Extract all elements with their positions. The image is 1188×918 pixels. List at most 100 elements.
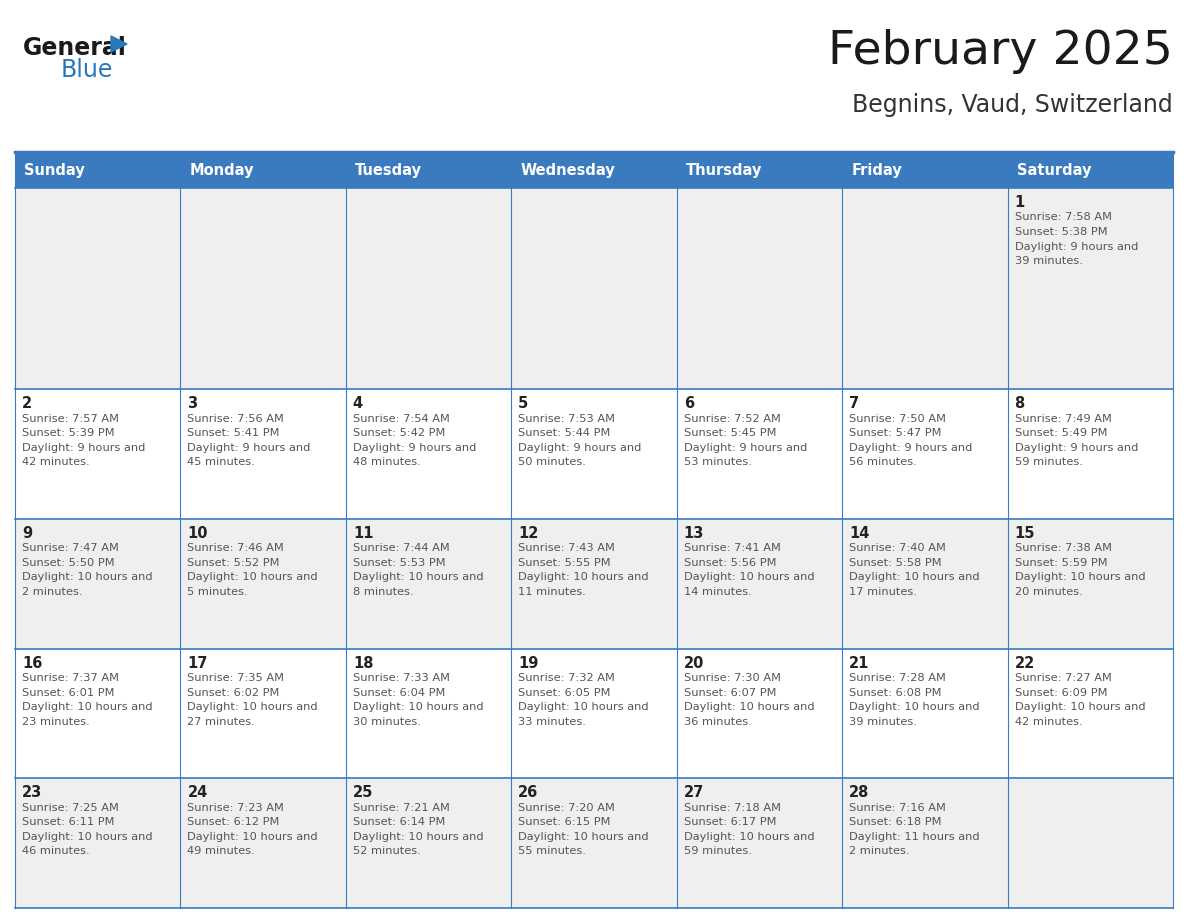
Text: Sunset: 6:05 PM: Sunset: 6:05 PM [518, 688, 611, 698]
Bar [181, 778, 346, 908]
Bar [15, 778, 181, 908]
Text: Daylight: 10 hours and: Daylight: 10 hours and [1015, 572, 1145, 582]
Text: Sunrise: 7:33 AM: Sunrise: 7:33 AM [353, 673, 450, 683]
Text: Daylight: 10 hours and: Daylight: 10 hours and [684, 702, 814, 712]
Text: Sunset: 6:01 PM: Sunset: 6:01 PM [23, 688, 114, 698]
Text: 49 minutes.: 49 minutes. [188, 846, 255, 856]
Text: Daylight: 10 hours and: Daylight: 10 hours and [353, 702, 484, 712]
Text: Thursday: Thursday [685, 162, 762, 177]
Text: 22: 22 [1015, 655, 1035, 670]
Text: Begnins, Vaud, Switzerland: Begnins, Vaud, Switzerland [852, 93, 1173, 117]
Text: 46 minutes.: 46 minutes. [23, 846, 89, 856]
Bar [181, 188, 346, 389]
Text: Sunrise: 7:47 AM: Sunrise: 7:47 AM [23, 543, 119, 554]
Bar [677, 778, 842, 908]
Text: 6: 6 [684, 396, 694, 411]
Text: 28: 28 [849, 785, 870, 800]
Text: Daylight: 10 hours and: Daylight: 10 hours and [518, 572, 649, 582]
Text: Saturday: Saturday [1017, 162, 1091, 177]
Text: 59 minutes.: 59 minutes. [684, 846, 752, 856]
Text: Sunset: 5:50 PM: Sunset: 5:50 PM [23, 558, 114, 568]
Text: Sunrise: 7:16 AM: Sunrise: 7:16 AM [849, 802, 946, 812]
Text: 14: 14 [849, 526, 870, 541]
Text: 42 minutes.: 42 minutes. [23, 457, 89, 467]
Text: 25: 25 [353, 785, 373, 800]
Text: 26: 26 [518, 785, 538, 800]
Text: Daylight: 10 hours and: Daylight: 10 hours and [849, 702, 980, 712]
Text: Sunset: 6:14 PM: Sunset: 6:14 PM [353, 817, 446, 827]
Bar [677, 389, 842, 519]
Text: 39 minutes.: 39 minutes. [1015, 256, 1082, 266]
Text: Sunrise: 7:58 AM: Sunrise: 7:58 AM [1015, 212, 1112, 222]
Text: 17 minutes.: 17 minutes. [849, 587, 917, 597]
Text: Daylight: 10 hours and: Daylight: 10 hours and [353, 572, 484, 582]
Text: 20: 20 [684, 655, 704, 670]
Text: Sunset: 5:42 PM: Sunset: 5:42 PM [353, 428, 446, 438]
Text: Sunrise: 7:56 AM: Sunrise: 7:56 AM [188, 414, 284, 423]
Text: Monday: Monday [189, 162, 254, 177]
Text: 10: 10 [188, 526, 208, 541]
Text: Daylight: 9 hours and: Daylight: 9 hours and [23, 442, 145, 453]
Text: Daylight: 9 hours and: Daylight: 9 hours and [684, 442, 807, 453]
Text: Sunset: 6:11 PM: Sunset: 6:11 PM [23, 817, 114, 827]
Text: Sunrise: 7:25 AM: Sunrise: 7:25 AM [23, 802, 119, 812]
Text: Daylight: 11 hours and: Daylight: 11 hours and [849, 832, 980, 842]
Bar [677, 519, 842, 648]
Text: Daylight: 10 hours and: Daylight: 10 hours and [23, 572, 152, 582]
Text: 59 minutes.: 59 minutes. [1015, 457, 1082, 467]
Text: 9: 9 [23, 526, 32, 541]
Text: Blue: Blue [61, 58, 113, 82]
Text: 4: 4 [353, 396, 364, 411]
Text: Sunrise: 7:21 AM: Sunrise: 7:21 AM [353, 802, 450, 812]
Text: February 2025: February 2025 [828, 29, 1173, 74]
Text: 21: 21 [849, 655, 870, 670]
Text: Sunrise: 7:43 AM: Sunrise: 7:43 AM [518, 543, 615, 554]
Text: Sunrise: 7:35 AM: Sunrise: 7:35 AM [188, 673, 284, 683]
Text: Wednesday: Wednesday [520, 162, 615, 177]
Text: Friday: Friday [851, 162, 902, 177]
Text: Sunrise: 7:44 AM: Sunrise: 7:44 AM [353, 543, 449, 554]
Text: 30 minutes.: 30 minutes. [353, 717, 421, 726]
Text: 24: 24 [188, 785, 208, 800]
Text: Sunrise: 7:30 AM: Sunrise: 7:30 AM [684, 673, 781, 683]
Text: 3: 3 [188, 396, 197, 411]
Text: 17: 17 [188, 655, 208, 670]
Text: 56 minutes.: 56 minutes. [849, 457, 917, 467]
Text: Sunrise: 7:49 AM: Sunrise: 7:49 AM [1015, 414, 1112, 423]
Text: Sunrise: 7:32 AM: Sunrise: 7:32 AM [518, 673, 615, 683]
Text: Sunrise: 7:40 AM: Sunrise: 7:40 AM [849, 543, 946, 554]
Text: Sunset: 6:09 PM: Sunset: 6:09 PM [1015, 688, 1107, 698]
Text: Sunset: 6:08 PM: Sunset: 6:08 PM [849, 688, 942, 698]
Bar [1007, 778, 1173, 908]
Bar [346, 152, 511, 188]
Text: Daylight: 10 hours and: Daylight: 10 hours and [684, 572, 814, 582]
Text: Daylight: 10 hours and: Daylight: 10 hours and [849, 572, 980, 582]
Text: 8 minutes.: 8 minutes. [353, 587, 413, 597]
Text: 50 minutes.: 50 minutes. [518, 457, 586, 467]
Bar [842, 389, 1007, 519]
Polygon shape [110, 36, 127, 52]
Text: Sunrise: 7:53 AM: Sunrise: 7:53 AM [518, 414, 615, 423]
Text: Daylight: 10 hours and: Daylight: 10 hours and [188, 702, 318, 712]
Bar [346, 519, 511, 648]
Text: Sunset: 5:55 PM: Sunset: 5:55 PM [518, 558, 611, 568]
Bar [677, 152, 842, 188]
Bar [1007, 389, 1173, 519]
Bar [511, 152, 677, 188]
Bar [511, 519, 677, 648]
Text: 55 minutes.: 55 minutes. [518, 846, 586, 856]
Bar [511, 648, 677, 778]
Text: Daylight: 10 hours and: Daylight: 10 hours and [23, 832, 152, 842]
Text: Sunrise: 7:18 AM: Sunrise: 7:18 AM [684, 802, 781, 812]
Bar [511, 188, 677, 389]
Text: Sunset: 5:59 PM: Sunset: 5:59 PM [1015, 558, 1107, 568]
Bar [346, 389, 511, 519]
Text: Daylight: 10 hours and: Daylight: 10 hours and [188, 572, 318, 582]
Text: Sunset: 5:45 PM: Sunset: 5:45 PM [684, 428, 776, 438]
Text: Sunrise: 7:57 AM: Sunrise: 7:57 AM [23, 414, 119, 423]
Text: Sunrise: 7:23 AM: Sunrise: 7:23 AM [188, 802, 284, 812]
Text: Daylight: 9 hours and: Daylight: 9 hours and [1015, 442, 1138, 453]
Text: Daylight: 9 hours and: Daylight: 9 hours and [353, 442, 476, 453]
Text: Sunset: 5:44 PM: Sunset: 5:44 PM [518, 428, 611, 438]
Text: Sunset: 6:15 PM: Sunset: 6:15 PM [518, 817, 611, 827]
